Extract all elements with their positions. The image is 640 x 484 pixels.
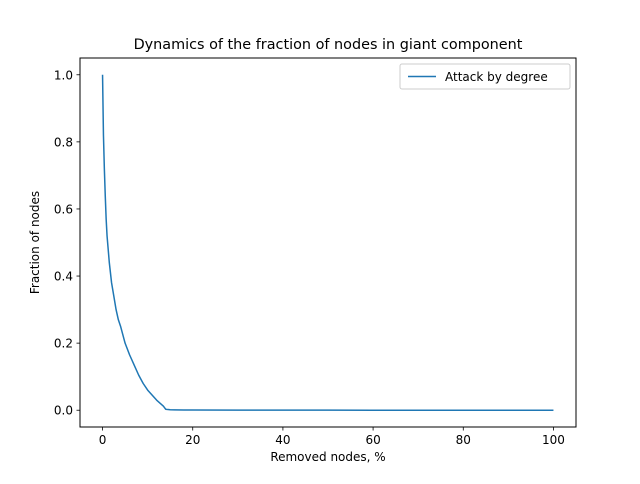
x-axis-label: Removed nodes, %: [270, 450, 385, 464]
x-tick-label: 80: [456, 433, 471, 447]
y-tick-label: 0.8: [54, 135, 73, 149]
y-tick-label: 1.0: [54, 68, 73, 82]
y-tick-label: 0.2: [54, 337, 73, 351]
x-tick-label: 100: [542, 433, 565, 447]
y-axis-label: Fraction of nodes: [28, 191, 42, 294]
x-tick-label: 60: [365, 433, 380, 447]
legend: Attack by degree: [399, 63, 571, 90]
x-tick-label: 40: [275, 433, 290, 447]
series-line: [101, 74, 554, 411]
legend-label: Attack by degree: [445, 70, 548, 84]
plot-area: [80, 58, 576, 427]
y-tick-label: 0.6: [54, 202, 73, 216]
chart-title: Dynamics of the fraction of nodes in gia…: [134, 37, 523, 53]
x-tick-label: 20: [185, 433, 200, 447]
ticks-layer: 0 20 40 60 80 100 0.0 0.2 0.4 0.6 0.8 1.0: [54, 68, 565, 447]
x-tick-label: 0: [99, 433, 107, 447]
y-tick-label: 0.0: [54, 404, 73, 418]
legend-box: [399, 63, 571, 90]
y-tick-label: 0.4: [54, 270, 73, 284]
axes-frame: [79, 57, 577, 428]
series-layer: [101, 74, 554, 411]
